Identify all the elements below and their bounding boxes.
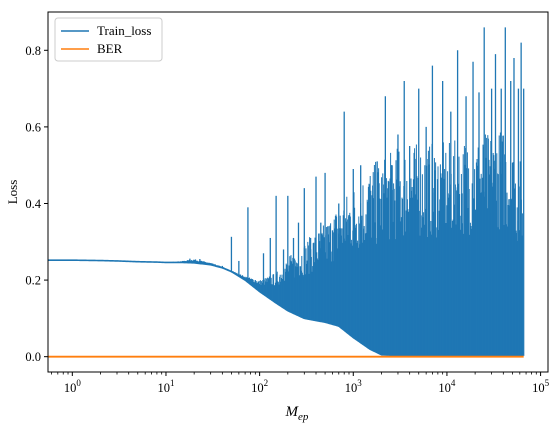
y-tick-label: 0.8	[25, 44, 41, 58]
x-tick-label: 102	[251, 378, 268, 395]
y-tick-label: 0.2	[25, 274, 41, 288]
x-axis-label: Mep	[285, 404, 309, 423]
x-tick-label: 100	[64, 378, 82, 395]
y-tick-label: 0.0	[25, 350, 41, 364]
plot-area	[48, 27, 525, 358]
legend-label-train-loss: Train_loss	[97, 23, 151, 38]
x-tick-label: 104	[438, 378, 456, 395]
y-tick-label: 0.6	[25, 120, 41, 134]
x-tick-label: 101	[157, 378, 174, 395]
legend-label-ber: BER	[97, 41, 123, 56]
x-axis: 100 101 102 103 104 105	[51, 372, 550, 395]
y-axis-label: Loss	[5, 180, 20, 205]
y-axis: 0.0 0.2 0.4 0.6 0.8	[25, 44, 48, 364]
axes-frame	[47, 11, 549, 373]
legend-frame	[54, 17, 163, 62]
series-train-loss	[48, 27, 525, 357]
x-tick-label: 105	[532, 378, 550, 395]
legend: Train_loss BER	[54, 17, 163, 62]
x-tick-label: 103	[345, 378, 363, 395]
y-tick-label: 0.4	[25, 197, 41, 211]
